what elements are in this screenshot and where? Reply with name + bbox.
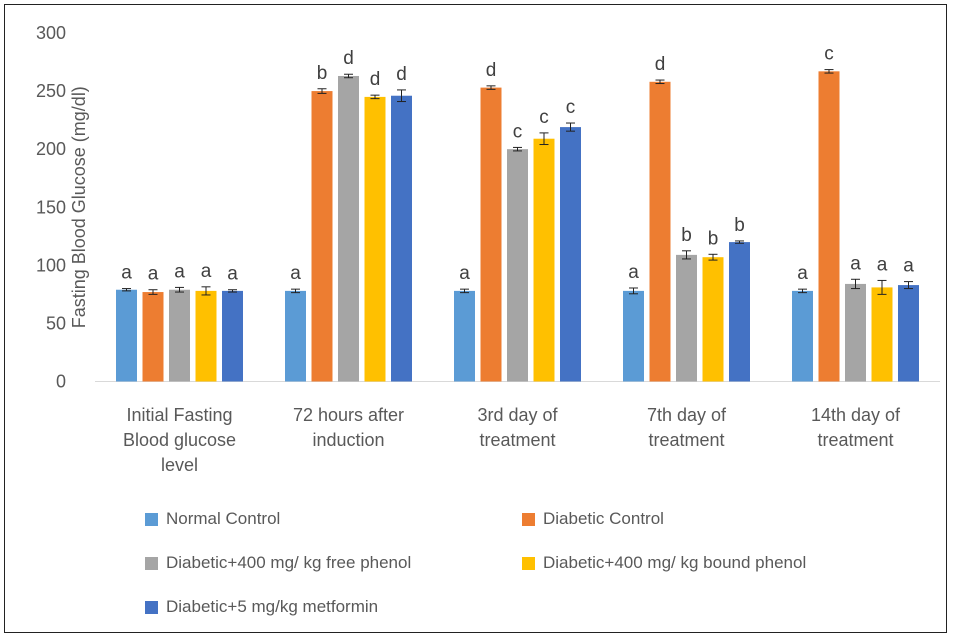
bar — [364, 96, 386, 382]
significance-letter: a — [148, 264, 159, 285]
bar — [533, 138, 555, 382]
significance-letter: b — [317, 63, 328, 84]
y-tick-label: 300 — [36, 23, 66, 43]
bar — [898, 285, 919, 382]
y-tick-label: 200 — [36, 139, 66, 159]
significance-letter: a — [628, 262, 639, 283]
significance-letter: a — [797, 263, 808, 284]
y-tick-label: 50 — [46, 313, 66, 333]
bar — [169, 289, 190, 382]
bar — [871, 287, 893, 382]
significance-letter: a — [850, 253, 861, 274]
bar — [845, 283, 866, 382]
x-tick-label: 3rd day of — [477, 405, 558, 425]
bar — [560, 127, 581, 382]
significance-letter: d — [655, 54, 666, 75]
bar — [507, 149, 528, 382]
y-tick-label: 0 — [56, 372, 66, 392]
y-tick-label: 150 — [36, 197, 66, 217]
bar — [818, 71, 840, 382]
bar — [195, 290, 217, 382]
x-tick-label: induction — [312, 430, 384, 450]
bar — [480, 87, 502, 382]
significance-letter: b — [681, 225, 692, 246]
x-tick-label: treatment — [479, 430, 555, 450]
bar — [649, 81, 671, 382]
y-tick-label: 100 — [36, 255, 66, 275]
significance-letter: d — [370, 69, 381, 90]
significance-letter: b — [734, 215, 745, 236]
x-tick-label: level — [161, 455, 198, 475]
significance-letter: a — [877, 254, 888, 275]
significance-letter: b — [708, 228, 719, 249]
x-tick-label: treatment — [648, 430, 724, 450]
bar — [792, 290, 813, 382]
significance-letter: c — [513, 121, 523, 142]
significance-letter: c — [539, 107, 549, 128]
significance-letter: a — [227, 264, 238, 285]
significance-letter: d — [396, 64, 407, 85]
significance-letter: d — [343, 48, 354, 69]
bar — [285, 290, 306, 382]
significance-letter: c — [824, 44, 834, 65]
bar — [311, 91, 333, 382]
y-tick-label: 250 — [36, 81, 66, 101]
y-axis-label: Fasting Blood Glucose (mg/dl) — [69, 86, 89, 328]
bar — [454, 290, 475, 382]
bar — [116, 289, 137, 382]
bar — [391, 95, 412, 382]
x-tick-label: 14th day of — [811, 405, 901, 425]
significance-letter: a — [174, 261, 185, 282]
x-tick-label: 72 hours after — [293, 405, 404, 425]
bar — [222, 290, 243, 382]
significance-letter: a — [903, 256, 914, 277]
x-tick-label: Blood glucose — [123, 430, 236, 450]
significance-letter: a — [201, 261, 212, 282]
bar — [702, 257, 724, 382]
bar — [623, 290, 644, 382]
bar — [338, 75, 359, 382]
significance-letter: a — [290, 263, 301, 284]
x-tick-label: treatment — [817, 430, 893, 450]
significance-letter: a — [459, 263, 470, 284]
bar — [676, 254, 697, 382]
significance-letter: a — [121, 263, 132, 284]
bar — [729, 242, 750, 382]
significance-letter: c — [566, 97, 576, 118]
significance-letter: d — [486, 60, 497, 81]
bar — [142, 292, 164, 382]
x-tick-label: Initial Fasting — [126, 405, 232, 425]
x-tick-label: 7th day of — [647, 405, 727, 425]
